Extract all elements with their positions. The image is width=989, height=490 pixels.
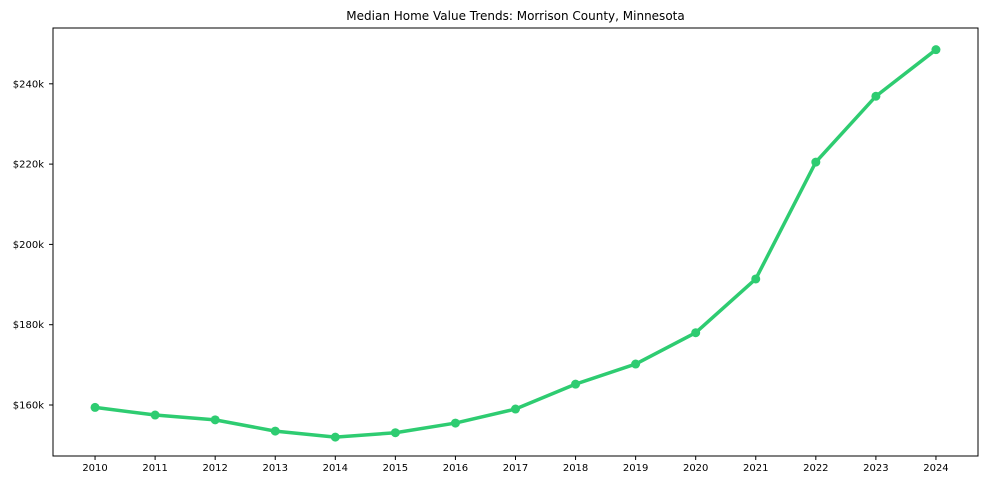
x-tick-label: 2016 [443,463,468,474]
x-tick-label: 2017 [503,463,528,474]
data-point-2022 [811,157,821,167]
y-tick-label: $240k [13,79,44,90]
data-point-2020 [691,328,701,338]
data-point-2018 [571,379,581,389]
data-point-2024 [931,45,941,55]
plot-border [52,27,979,457]
chart-title: Median Home Value Trends: Morrison Count… [346,9,685,23]
x-tick-label: 2018 [563,463,588,474]
median-home-value-line [93,47,938,439]
data-point-2017 [511,404,520,414]
y-tick-label: $200k [13,240,44,251]
data-point-2011 [150,410,160,420]
x-tick-label: 2014 [323,463,348,474]
x-tick-label: 2023 [863,463,888,474]
y-tick-label: $220k [13,160,44,171]
x-tick-label: 2013 [263,463,288,474]
x-tick-label: 2019 [623,463,648,474]
x-tick-label: 2012 [202,463,227,474]
x-tick-label: 2021 [743,463,768,474]
data-point-2023 [871,91,881,101]
data-point-2012 [210,415,220,425]
x-tick-label: 2015 [383,463,408,474]
data-point-2013 [270,426,280,436]
x-tick-label: 2010 [82,463,107,474]
x-tick-label: 2020 [683,463,708,474]
x-tick-label: 2022 [803,463,828,474]
data-point-2021 [751,274,761,284]
x-tick-label: 2011 [142,463,167,474]
data-point-2014 [330,432,340,442]
data-point-2019 [631,359,641,369]
y-tick-label: $180k [13,320,44,331]
data-point-2015 [390,428,400,438]
y-tick-label: $160k [13,401,44,412]
x-tick-label: 2024 [923,463,948,474]
data-point-2010 [90,402,100,412]
data-point-2016 [450,418,460,428]
